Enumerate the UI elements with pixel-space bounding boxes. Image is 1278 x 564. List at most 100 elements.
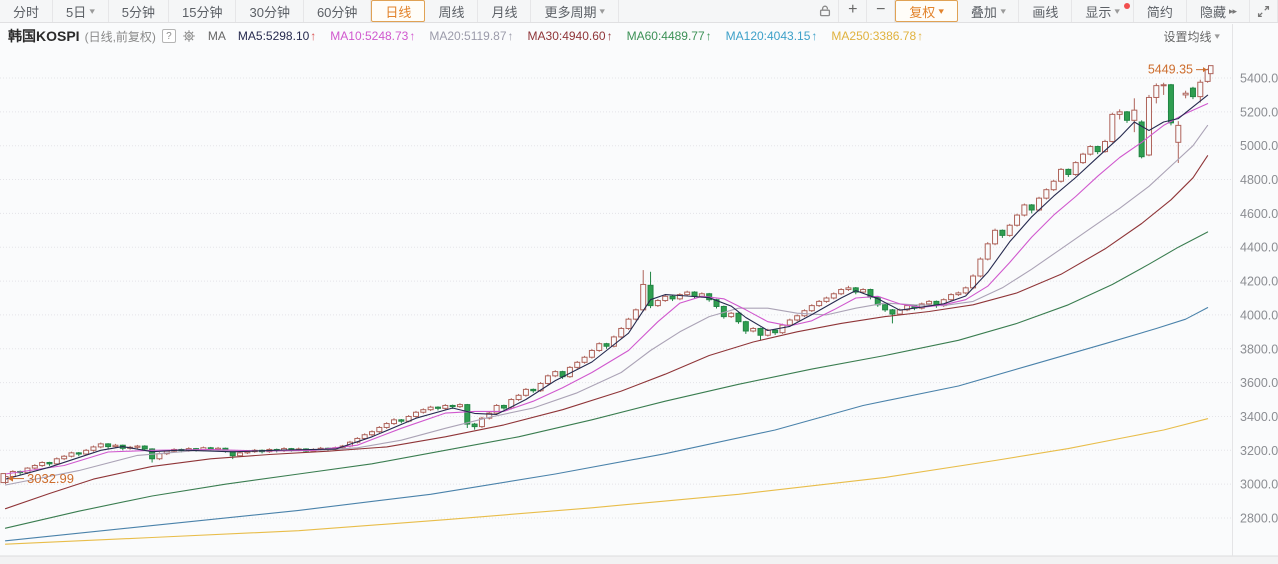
simple-mode-button[interactable]: 简约 (1134, 0, 1187, 22)
candle (83, 448, 90, 456)
period-30min-button[interactable]: 30分钟 (236, 0, 304, 22)
gear-icon[interactable] (182, 29, 196, 43)
indicator-header: 韩国KOSPI (日线,前复权) ? MA MA5:5298.10↑ MA10:5… (0, 24, 1278, 48)
candle (618, 327, 625, 339)
up-arrow-icon: ↑ (507, 29, 514, 43)
display-button[interactable]: 显示 ▾ (1072, 0, 1134, 22)
ma-value-ma5: MA5:5298.10↑ (237, 29, 317, 43)
set-ma-button[interactable]: 设置均线 ▾ (1163, 24, 1220, 48)
right-arrow-icon (1203, 67, 1207, 73)
candle (772, 329, 779, 335)
overlay-label: 叠加 (970, 4, 997, 20)
candle (728, 311, 735, 318)
candle (918, 302, 925, 310)
period-daily-button[interactable]: 日线 (371, 0, 426, 22)
adjust-mode-button[interactable]: 复权 ▾ (895, 0, 958, 22)
up-arrow-icon: ↑ (310, 29, 317, 43)
candle (1094, 145, 1101, 155)
candle (1160, 82, 1167, 95)
candle (684, 290, 691, 296)
ma-value-ma120: MA120:4043.15↑ (725, 29, 818, 43)
period-5min-button[interactable]: 5分钟 (109, 0, 170, 22)
symbol-title: 韩国KOSPI (8, 28, 80, 44)
candle (845, 285, 852, 291)
candle (742, 320, 749, 334)
candle (486, 411, 493, 420)
period-adjust-subtitle: (日线,前复权) (84, 29, 156, 44)
candle (1182, 90, 1189, 99)
axis-label: 4800.00 (1240, 173, 1278, 187)
candle (427, 405, 434, 412)
axis-label: 3400.00 (1240, 410, 1278, 424)
candle (948, 293, 955, 302)
candle (552, 370, 559, 378)
candle (1167, 83, 1174, 126)
candle (647, 271, 654, 309)
period-5day-button[interactable]: 5日 ▾ (53, 0, 109, 22)
axis-label: 4200.00 (1240, 275, 1278, 289)
up-arrow-icon: ↑ (811, 29, 818, 43)
candle (530, 388, 537, 393)
candle (1014, 213, 1021, 227)
period-weekly-button[interactable]: 周线 (425, 0, 479, 22)
period-60min-button[interactable]: 60分钟 (304, 0, 372, 22)
candle (1123, 111, 1130, 123)
candle (691, 291, 698, 299)
zoom-in-button[interactable]: + (839, 0, 868, 22)
zoom-out-button[interactable]: − (867, 0, 896, 22)
candle (830, 292, 837, 300)
candle (398, 419, 405, 424)
period-15min-button[interactable]: 15分钟 (169, 0, 237, 22)
ma-indicator-label[interactable]: MA (207, 29, 226, 43)
ma-line-ma250 (4, 418, 1209, 545)
chart-area: 5400.00 5200.00 5000.00 4800.00 4600.00 4400.… (0, 48, 1278, 564)
period-intraday-button[interactable]: 分时 (0, 0, 54, 22)
up-arrow-icon: ↑ (705, 29, 712, 43)
draw-line-button[interactable]: 画线 (1019, 0, 1073, 22)
candle (1050, 179, 1057, 192)
candle (515, 393, 522, 401)
candle (1204, 68, 1211, 83)
fullscreen-button[interactable] (1250, 0, 1278, 22)
first-price-tag: 3032.99 (27, 471, 74, 486)
candle (383, 422, 390, 429)
overlay-button[interactable]: 叠加 ▾ (958, 0, 1020, 22)
display-label: 显示 (1085, 4, 1112, 20)
period-intraday-label: 分时 (13, 4, 40, 20)
axis-label: 3600.00 (1240, 376, 1278, 390)
chart-tools-toolbar: + − 复权 ▾ 叠加 ▾ 画线 显示 ▾ 简约 隐藏 ▸▸ (811, 0, 1278, 22)
axis-label: 4400.00 (1240, 241, 1278, 255)
candle (750, 327, 757, 333)
up-arrow-icon: ↑ (917, 29, 924, 43)
simple-mode-label: 简约 (1146, 4, 1173, 20)
candle (962, 286, 969, 295)
axis-label: 5200.00 (1240, 105, 1278, 119)
price-chart[interactable]: 5400.00 5200.00 5000.00 4800.00 4600.00 4400.… (0, 48, 1278, 564)
candle (860, 288, 867, 294)
candle (1153, 83, 1160, 104)
candle (757, 327, 764, 341)
candle (1175, 121, 1182, 163)
candle (97, 442, 104, 449)
axis-label: 5000.00 (1240, 139, 1278, 153)
candle (46, 461, 53, 466)
first-candle-marker (0, 473, 6, 484)
axis-label: 3200.00 (1240, 444, 1278, 458)
candle (39, 461, 46, 467)
period-monthly-button[interactable]: 月线 (478, 0, 532, 22)
axis-separator (1232, 24, 1233, 556)
period-more-button[interactable]: 更多周期 ▾ (531, 0, 620, 22)
candle (999, 229, 1006, 238)
time-axis-strip (0, 556, 1278, 564)
candle (434, 406, 441, 411)
candle (442, 404, 449, 410)
candle (603, 342, 610, 349)
hide-button[interactable]: 隐藏 ▸▸ (1187, 0, 1250, 22)
latest-price-tag: 5449.35 (1148, 63, 1193, 77)
candle (955, 291, 962, 296)
candle (376, 426, 383, 434)
help-icon[interactable]: ? (161, 29, 176, 43)
lock-button[interactable] (811, 0, 840, 22)
ma-value-ma10: MA10:5248.73↑ (330, 29, 416, 43)
candle (779, 323, 786, 334)
